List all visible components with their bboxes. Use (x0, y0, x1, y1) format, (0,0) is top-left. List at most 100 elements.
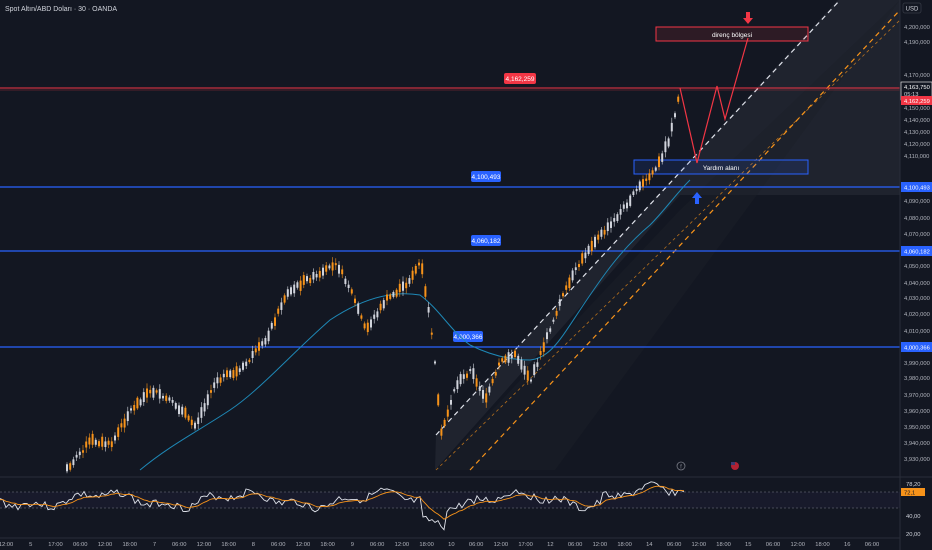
candle-body (78, 451, 81, 456)
candle-body (626, 202, 628, 209)
candle-body (328, 265, 331, 269)
price-tick-label: 3,970,000 (904, 393, 930, 399)
candle-body (478, 386, 481, 391)
candle-body (75, 454, 78, 458)
candle-body (280, 302, 283, 310)
symbol-title[interactable]: Spot Altın/ABD Doları · 30 · OANDA (5, 6, 117, 13)
candle-body (504, 355, 507, 363)
event-icon[interactable]: f (676, 461, 686, 471)
candle-body (466, 373, 468, 378)
candle-body (536, 362, 539, 367)
time-tick-label: 16 (844, 542, 850, 548)
svg-text:4,060,182: 4,060,182 (904, 250, 930, 256)
candle-body (597, 234, 600, 240)
candle-body (110, 441, 113, 448)
price-tick-label: 4,130,000 (904, 130, 930, 136)
candle-body (600, 229, 603, 237)
candle-body (664, 141, 667, 153)
candle-body (590, 240, 593, 252)
candle-body (98, 441, 100, 447)
candle-body (584, 252, 587, 259)
arrow-down-icon (743, 12, 753, 24)
time-tick-label: 12:00 (593, 542, 608, 548)
candle-body (283, 295, 286, 303)
candle-body (91, 433, 94, 445)
time-tick-label: 06:00 (271, 542, 286, 548)
candle-body (88, 437, 91, 445)
candle-body (264, 338, 267, 345)
candle-body (418, 262, 420, 266)
channel-lower-line (469, 9, 901, 471)
candle-body (453, 389, 456, 392)
time-tick-label: 12:00 (692, 542, 707, 548)
candle-body (450, 399, 452, 405)
candle-body (475, 378, 478, 387)
candle-body (430, 332, 433, 335)
level-tag-blue-1[interactable]: 4,100,493 (471, 171, 501, 182)
candle-body (443, 419, 446, 427)
level-tag-red[interactable]: 4,162,259 (504, 73, 536, 84)
time-tick-label: 12:00 (0, 542, 13, 548)
time-tick-label: 12:00 (296, 542, 311, 548)
candle-body (309, 277, 312, 284)
candle-body (587, 245, 590, 255)
candle-body (85, 441, 88, 448)
candle-body (290, 287, 292, 295)
rsi-value-tag: 72,1 (904, 491, 915, 497)
candle-body (565, 285, 568, 290)
candle-body (213, 382, 216, 388)
price-tag-red: 4,162,259 (901, 96, 932, 105)
candle-body (178, 405, 180, 415)
candle-body (190, 419, 193, 426)
currency-button[interactable]: USD (902, 2, 922, 14)
us-flag-icon[interactable] (731, 462, 739, 470)
candle-body (222, 373, 225, 378)
candle-body (546, 332, 548, 340)
rsi-pane[interactable]: 78,20 72,1 40,00 20,00 (0, 476, 932, 538)
price-tick-label: 4,200,000 (904, 25, 930, 31)
candle-body (622, 204, 625, 209)
candle-body (427, 306, 430, 313)
candle-body (274, 317, 276, 326)
price-tick-label: 4,120,000 (904, 142, 930, 148)
candle-body (520, 359, 523, 370)
candle-body (197, 417, 200, 425)
level-tag-blue-2[interactable]: 4,060,182 (471, 235, 501, 246)
svg-text:4,100,493: 4,100,493 (472, 174, 501, 181)
candle-body (578, 264, 580, 268)
time-axis[interactable]: 12:00 5 17:00 06:00 12:00 18:00 7 06:00 12:00 18:… (0, 537, 900, 548)
candle-body (360, 315, 363, 319)
candle-body (206, 394, 209, 406)
candle-body (299, 280, 302, 291)
time-tick-label: 06:00 (73, 542, 88, 548)
candle-body (629, 195, 632, 206)
time-tick-label: 12:00 (395, 542, 410, 548)
level-tag-blue-3[interactable]: 4,000,366 (453, 331, 483, 342)
candle-body (242, 362, 244, 370)
candle-body (302, 275, 305, 285)
candle-body (277, 308, 280, 314)
candle-body (488, 386, 491, 393)
candle-body (616, 214, 619, 221)
candle-body (446, 409, 449, 417)
candle-body (306, 276, 308, 282)
candle-body (357, 303, 360, 314)
svg-text:Yardım alanı: Yardım alanı (703, 165, 740, 172)
candle-body (456, 380, 459, 390)
support-zone[interactable]: Yardım alanı (633, 159, 809, 175)
candle-body (469, 369, 472, 372)
price-tick-label: 4,070,000 (904, 232, 930, 238)
price-tick-label: 4,140,000 (904, 118, 930, 124)
candle-body (382, 300, 385, 309)
time-tick-label: 06:00 (766, 542, 781, 548)
price-tick-label: 4,170,000 (904, 73, 930, 79)
candle-body (248, 359, 251, 363)
candle-body (354, 298, 356, 303)
candle-body (533, 364, 536, 376)
candle-body (69, 463, 72, 470)
candle-body (398, 283, 401, 293)
price-axis[interactable]: USD 4,200,0004,190,0004,170,0004,160,000… (899, 0, 932, 550)
candle-body (440, 428, 443, 436)
resistance-zone[interactable]: direnç bölgesi (655, 26, 809, 42)
